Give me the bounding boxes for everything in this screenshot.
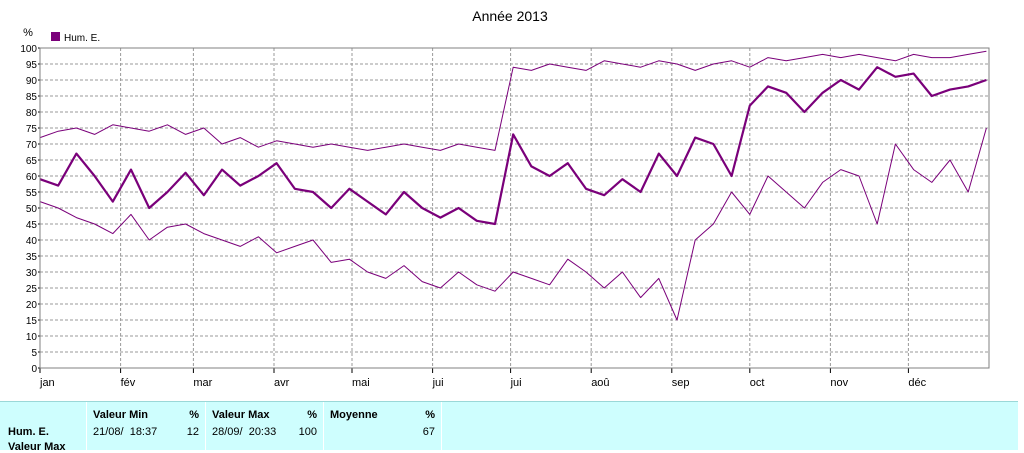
x-tick-label: sep	[672, 377, 690, 389]
y-tick-label: 15	[26, 316, 38, 327]
chart: Année 2013 % Hum. E. 0 5 10 15 20 25 30 35 40 45 5…	[20, 8, 990, 389]
y-tick-label: 65	[26, 156, 38, 167]
x-tick-label: déc	[908, 377, 926, 389]
x-tick-label: mar	[193, 377, 212, 389]
series-line-daily-mean	[39, 66, 987, 226]
x-tick-label: avr	[274, 377, 290, 389]
series-line-daily-min	[39, 127, 987, 321]
x-tick-label: jui	[432, 377, 444, 389]
min-date: 21/08/ 18:37	[93, 426, 158, 438]
y-tick-label: 80	[26, 108, 38, 119]
stats-max-col: Valeur Max % 28/09/ 20:33 100	[206, 402, 324, 450]
y-axis-unit: %	[23, 27, 33, 39]
max-unit: %	[307, 409, 317, 421]
y-tick-label: 5	[31, 348, 37, 359]
legend-label: Hum. E.	[64, 33, 100, 44]
y-tick-label: 10	[26, 332, 38, 343]
min-unit: %	[189, 409, 199, 421]
y-tick-label: 70	[26, 140, 38, 151]
x-tick-label: fév	[121, 377, 136, 389]
avg-value: 67	[422, 426, 435, 438]
grid	[40, 48, 989, 368]
y-tick-label: 0	[31, 364, 37, 375]
y-tick-label: 75	[26, 124, 38, 135]
x-tick-label: aoû	[591, 377, 609, 389]
legend-swatch	[51, 32, 60, 41]
x-tick-label: jui	[510, 377, 522, 389]
y-tick-label: 45	[26, 220, 38, 231]
y-tick-label: 25	[26, 284, 38, 295]
y-tick-label: 85	[26, 92, 38, 103]
x-tick-label: jan	[39, 377, 55, 389]
y-tick-label: 60	[26, 172, 38, 183]
y-axis: 0 5 10 15 20 25 30 35 40 45 50 55 60 65 70 75 80 85 90 95 10…	[20, 44, 40, 375]
series-line-daily-max	[39, 50, 987, 151]
min-value: 12	[186, 426, 199, 438]
max-header: Valeur Max	[212, 409, 270, 421]
stats-row-label-2: Valeur Max	[8, 441, 66, 453]
x-tick-label: mai	[352, 377, 370, 389]
chart-title: Année 2013	[472, 8, 548, 24]
y-tick-label: 20	[26, 300, 38, 311]
y-tick-label: 90	[26, 76, 38, 87]
x-tick-label: nov	[830, 377, 848, 389]
plot-frame	[39, 47, 990, 369]
stats-avg-col: Moyenne % 67	[324, 402, 442, 450]
x-tick-label: oct	[750, 377, 765, 389]
max-date: 28/09/ 20:33	[212, 426, 277, 438]
max-value: 100	[298, 426, 317, 438]
legend: Hum. E.	[51, 32, 100, 44]
y-tick-label: 40	[26, 236, 38, 247]
y-tick-label: 35	[26, 252, 38, 263]
avg-header: Moyenne	[330, 409, 378, 421]
y-tick-label: 50	[26, 204, 38, 215]
series-group	[39, 50, 987, 321]
stats-panel: Hum. E. Valeur Max Valeur Min % 21/08/ 1…	[0, 401, 1018, 453]
min-header: Valeur Min	[93, 409, 149, 421]
avg-unit: %	[425, 409, 435, 421]
stats-min-col: Valeur Min % 21/08/ 18:37 12	[87, 402, 206, 450]
y-tick-label: 30	[26, 268, 38, 279]
y-tick-label: 95	[26, 60, 38, 71]
x-axis: jan fév mar avr mai jui jui aoû sep oct nov déc	[39, 368, 927, 389]
y-tick-label: 100	[20, 44, 37, 55]
y-tick-label: 55	[26, 188, 38, 199]
stats-row-label: Hum. E.	[8, 426, 49, 438]
stats-label-col: Hum. E. Valeur Max	[0, 402, 87, 453]
